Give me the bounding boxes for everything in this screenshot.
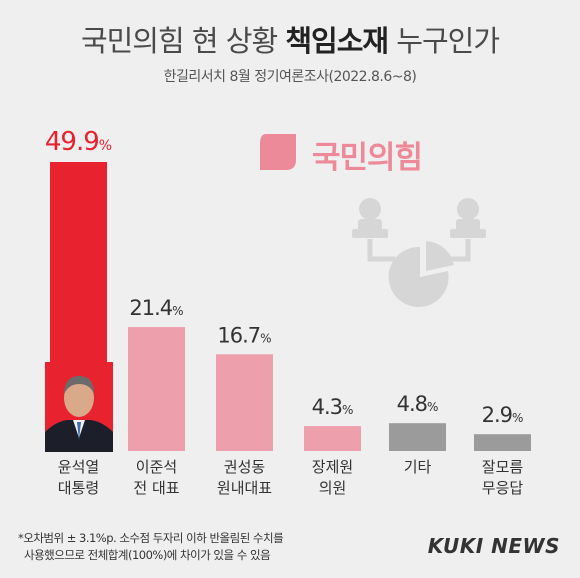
category-label-4-2: 의원 — [319, 479, 347, 497]
title-bold: 책임소재 — [285, 24, 389, 58]
portrait-icon — [45, 362, 113, 452]
category-label-3-1: 권성동 — [224, 458, 266, 476]
value-label-4: 4.3% — [312, 395, 354, 419]
bar-6 — [474, 434, 531, 451]
bar-2 — [128, 327, 185, 451]
value-label-6: 2.9% — [482, 403, 524, 427]
title-prefix: 국민의힘 현 상황 — [80, 24, 286, 58]
people-pie-chart-icon — [352, 198, 486, 307]
value-label-1: 49.9% — [45, 127, 112, 157]
category-label-3-2: 원내대표 — [217, 479, 272, 497]
category-label-2-1: 이준석 — [136, 458, 177, 476]
category-label-1-1: 윤석열 — [58, 458, 99, 476]
party-logo-icon — [260, 134, 296, 170]
footnote-line-1: *오차범위 ± 3.1%p. 소수점 두자리 이하 반올림된 수치를 — [18, 531, 284, 545]
category-label-6-2: 무응답 — [482, 479, 524, 497]
value-label-5: 4.8% — [397, 392, 439, 416]
bar-5 — [389, 423, 446, 451]
chart-subtitle: 한길리서치 8월 정기여론조사(2022.8.6~8) — [163, 69, 417, 85]
category-label-2-2: 전 대표 — [133, 479, 179, 497]
value-label-3: 16.7% — [217, 323, 271, 347]
brand-logo: KUKI NEWS — [427, 534, 560, 558]
party-logo: 국민의힘 — [256, 130, 456, 176]
category-label-5-1: 기타 — [404, 458, 432, 476]
party-logo-text: 국민의힘 — [312, 140, 423, 176]
politician-photo — [45, 362, 113, 452]
category-label-4-1: 장제원 — [312, 458, 353, 476]
footnote: *오차범위 ± 3.1%p. 소수점 두자리 이하 반올림된 수치를 사용했으므… — [18, 530, 284, 564]
title-suffix: 누구인가 — [388, 24, 500, 58]
value-label-2: 21.4% — [129, 296, 183, 320]
chart-title: 국민의힘 현 상황 책임소재 누구인가 — [0, 18, 580, 60]
category-label-1-2: 대통령 — [58, 479, 99, 497]
category-label-6-1: 잘모름 — [482, 458, 524, 476]
footnote-line-2: 사용했으므로 전체합계(100%)에 차이가 있을 수 있음 — [24, 548, 271, 562]
bar-4 — [304, 426, 361, 451]
bar-3 — [216, 354, 273, 451]
